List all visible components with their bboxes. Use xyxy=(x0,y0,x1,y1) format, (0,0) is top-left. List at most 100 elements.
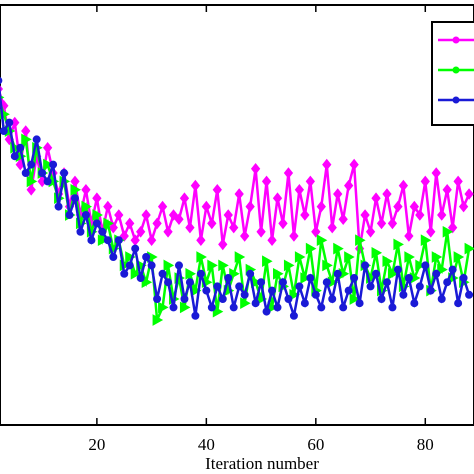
point xyxy=(415,282,424,291)
point xyxy=(420,234,432,247)
point xyxy=(92,192,102,205)
point xyxy=(234,188,244,200)
point xyxy=(448,221,458,234)
point xyxy=(120,269,129,278)
point xyxy=(317,303,326,312)
point xyxy=(289,288,300,301)
point xyxy=(294,183,305,196)
point xyxy=(415,209,425,221)
point xyxy=(103,200,113,213)
point xyxy=(437,209,447,221)
point xyxy=(393,265,402,274)
point xyxy=(158,301,169,314)
point xyxy=(103,217,114,230)
point xyxy=(355,299,364,308)
point xyxy=(65,211,74,219)
point xyxy=(32,135,41,144)
point xyxy=(283,167,294,179)
point xyxy=(76,227,85,236)
point xyxy=(316,234,328,247)
point xyxy=(371,246,383,259)
point xyxy=(322,278,331,287)
point xyxy=(327,221,337,234)
point xyxy=(152,217,162,230)
point xyxy=(114,209,124,221)
point xyxy=(240,297,251,310)
point xyxy=(268,286,277,295)
point xyxy=(60,169,69,177)
point xyxy=(163,259,175,272)
point xyxy=(136,274,145,282)
point xyxy=(142,253,151,261)
point xyxy=(262,255,273,268)
point xyxy=(174,213,184,226)
point xyxy=(464,242,474,255)
point xyxy=(365,225,376,238)
point xyxy=(235,282,244,291)
point xyxy=(240,230,250,242)
point xyxy=(207,259,218,272)
point xyxy=(202,286,211,295)
point xyxy=(442,183,452,196)
point xyxy=(333,188,343,200)
point xyxy=(229,303,238,312)
point xyxy=(431,167,441,179)
point xyxy=(223,209,233,221)
legend-marker xyxy=(452,36,460,44)
point xyxy=(322,259,333,272)
point xyxy=(465,290,474,299)
point xyxy=(43,158,54,171)
point xyxy=(207,303,216,312)
point xyxy=(218,238,228,251)
point xyxy=(300,299,309,308)
point xyxy=(218,259,229,272)
point xyxy=(246,269,255,278)
point xyxy=(109,253,118,261)
point xyxy=(432,269,441,278)
point xyxy=(283,259,295,272)
legend-marker xyxy=(452,66,460,74)
point xyxy=(5,118,14,127)
point xyxy=(409,200,419,213)
point xyxy=(234,251,246,263)
point xyxy=(174,261,183,270)
point xyxy=(459,274,468,282)
point xyxy=(179,301,191,314)
point xyxy=(377,295,386,303)
point xyxy=(410,299,419,308)
point xyxy=(453,175,463,188)
point xyxy=(344,286,353,295)
point xyxy=(141,209,151,221)
point xyxy=(168,209,179,221)
point xyxy=(306,274,315,282)
point xyxy=(278,278,287,287)
legend-marker xyxy=(452,96,460,104)
point xyxy=(125,261,134,270)
x-tick-label: 20 xyxy=(88,435,105,454)
point xyxy=(191,311,200,320)
point xyxy=(185,278,194,287)
point xyxy=(21,133,32,146)
point xyxy=(141,276,153,289)
point xyxy=(10,152,19,161)
point xyxy=(295,282,304,291)
point xyxy=(49,160,58,169)
point xyxy=(27,160,36,169)
point xyxy=(267,234,277,247)
point xyxy=(157,200,168,213)
point xyxy=(87,236,96,245)
point xyxy=(179,192,190,205)
point xyxy=(38,169,47,177)
point xyxy=(97,234,109,247)
point xyxy=(262,307,271,316)
point xyxy=(196,251,207,263)
point xyxy=(431,251,443,263)
point xyxy=(387,267,399,280)
point xyxy=(130,267,142,280)
point xyxy=(81,211,90,219)
point xyxy=(164,278,173,287)
point xyxy=(442,225,454,238)
point xyxy=(213,282,222,291)
point xyxy=(229,221,239,234)
